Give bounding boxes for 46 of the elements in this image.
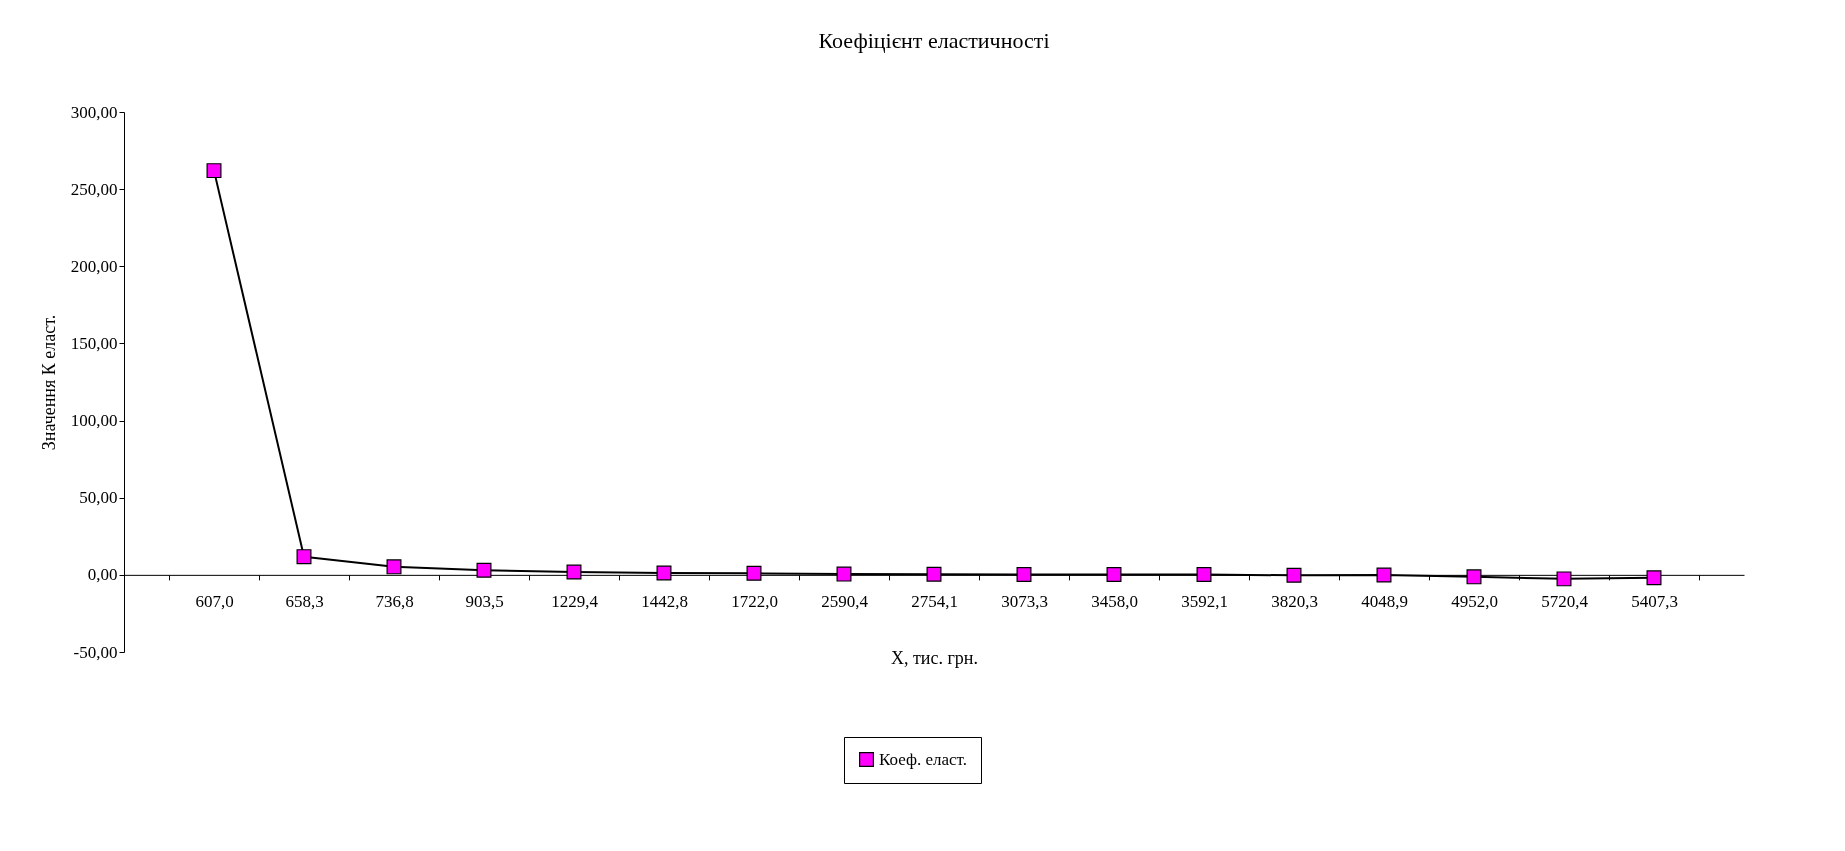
y-tick-label: 50,00 <box>79 488 118 508</box>
x-tick-label: 3820,3 <box>1271 592 1318 612</box>
point <box>476 562 492 578</box>
y-tick-label: 300,00 <box>70 102 118 122</box>
x-tick-label: 4048,9 <box>1361 592 1408 612</box>
point <box>1376 567 1392 583</box>
x-tick-label: 1229,4 <box>551 592 599 612</box>
x-tick-label: 4952,0 <box>1451 592 1498 612</box>
point <box>746 565 762 581</box>
point <box>656 565 672 581</box>
point <box>386 559 402 575</box>
x-tick-label: 1722,0 <box>731 592 778 612</box>
x-tick-label: 1442,8 <box>641 592 688 612</box>
chart-title: Коефіцієнт еластичності <box>818 28 1050 53</box>
point <box>836 566 852 582</box>
x-tick-label: 658,3 <box>285 592 324 612</box>
point <box>296 549 312 565</box>
point <box>1556 571 1572 587</box>
x-tick-label: 3458,0 <box>1091 592 1138 612</box>
y-tick-label: 100,00 <box>70 411 118 431</box>
x-tick-label: 5407,3 <box>1631 592 1678 612</box>
point <box>1466 569 1482 585</box>
point <box>1196 567 1212 583</box>
y-axis-title: Значення К еласт. <box>38 314 59 451</box>
x-tick-label: 3073,3 <box>1001 592 1048 612</box>
x-tick-label: 903,5 <box>465 592 504 612</box>
y-tick-label: 0,00 <box>87 565 118 585</box>
point <box>1646 570 1662 586</box>
y-tick-label: 200,00 <box>70 256 118 276</box>
x-tick-label: 3592,1 <box>1181 592 1228 612</box>
point <box>1016 567 1032 583</box>
point <box>926 566 942 582</box>
x-tick-label: 2754,1 <box>911 592 958 612</box>
x-tick-label: 607,0 <box>195 592 234 612</box>
y-tick-label: -50,00 <box>73 642 118 662</box>
y-tick-label: 150,00 <box>70 333 118 353</box>
point <box>566 564 582 580</box>
point <box>1286 567 1302 583</box>
x-axis-title: X, тис. грн. <box>890 648 979 669</box>
legend-label: Коеф. еласт. <box>879 749 967 769</box>
x-tick-label: 736,8 <box>375 592 414 612</box>
point <box>1106 567 1122 583</box>
x-tick-label: 5720,4 <box>1541 592 1589 612</box>
point <box>206 163 222 179</box>
x-tick-label: 2590,4 <box>821 592 869 612</box>
y-tick-label: 250,00 <box>70 179 118 199</box>
